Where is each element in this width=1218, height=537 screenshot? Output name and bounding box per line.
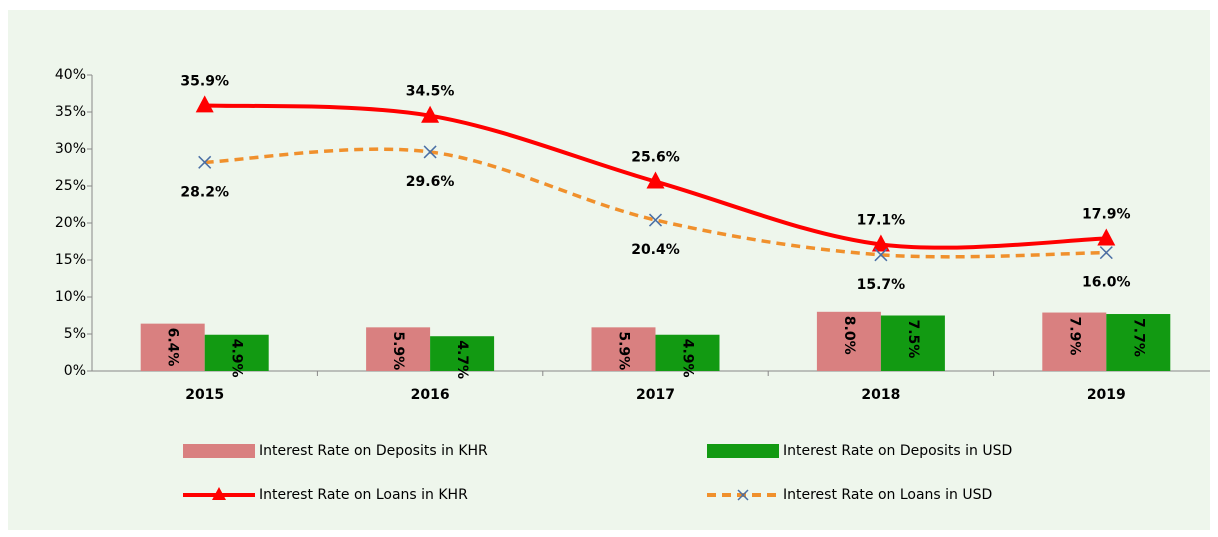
marker [195, 95, 214, 113]
bar-label: 6.4% [165, 328, 181, 367]
y-tick-label: 40% [55, 67, 86, 83]
point-label: 17.1% [857, 212, 906, 228]
point-label: 20.4% [631, 242, 680, 258]
bar-label: 4.9% [680, 339, 696, 378]
x-tick-label: 2016 [411, 387, 450, 403]
bar-label: 7.7% [1130, 318, 1146, 357]
marker [198, 155, 212, 169]
legend-label: Interest Rate on Deposits in KHR [259, 443, 488, 459]
bar-label: 8.0% [841, 316, 857, 355]
marker [871, 234, 890, 252]
legend-swatch [183, 444, 255, 458]
y-tick-label: 35% [55, 104, 86, 120]
legend-swatch [707, 444, 779, 458]
y-tick-label: 5% [64, 326, 86, 342]
bar [880, 315, 945, 371]
bar [816, 311, 881, 371]
bar [366, 327, 431, 371]
y-tick-label: 20% [55, 215, 86, 231]
bar-label: 7.5% [905, 320, 921, 359]
x-tick-label: 2017 [636, 387, 675, 403]
legend-marker [737, 489, 749, 501]
x-tick-label: 2018 [861, 387, 900, 403]
bar [591, 327, 656, 371]
y-tick-label: 25% [55, 178, 86, 194]
point-label: 17.9% [1082, 207, 1131, 223]
marker [646, 171, 665, 189]
x-tick-label: 2019 [1087, 387, 1126, 403]
point-label: 16.0% [1082, 275, 1131, 291]
bar-label: 5.9% [390, 331, 406, 370]
bar-label: 4.9% [229, 339, 245, 378]
bar [140, 323, 205, 371]
bar-label: 4.7% [454, 340, 470, 379]
legend-label: Interest Rate on Loans in KHR [259, 487, 468, 503]
marker [421, 105, 440, 123]
point-label: 28.2% [180, 184, 229, 200]
x-tick-label: 2015 [185, 387, 224, 403]
point-label: 34.5% [406, 84, 455, 100]
legend-marker [212, 487, 226, 500]
y-tick-label: 10% [55, 289, 86, 305]
y-tick-label: 30% [55, 141, 86, 157]
bar [1106, 314, 1171, 371]
point-label: 15.7% [857, 277, 906, 293]
legend-label: Interest Rate on Loans in USD [783, 487, 992, 503]
marker [874, 248, 888, 262]
point-label: 29.6% [406, 174, 455, 190]
bar-label: 7.9% [1066, 317, 1082, 356]
marker [1097, 228, 1116, 246]
marker [648, 213, 663, 227]
point-label: 35.9% [180, 73, 229, 89]
marker [423, 145, 437, 159]
y-tick-label: 15% [55, 252, 86, 268]
marker [1099, 246, 1113, 260]
bar [430, 336, 495, 371]
bar [204, 334, 269, 371]
bar [1042, 312, 1107, 371]
legend-label: Interest Rate on Deposits in USD [783, 443, 1012, 459]
point-label: 25.6% [631, 150, 680, 166]
bar-label: 5.9% [616, 331, 632, 370]
y-tick-label: 0% [64, 363, 86, 379]
chart-background [8, 10, 1210, 530]
line [204, 147, 1107, 259]
bar [655, 334, 720, 371]
